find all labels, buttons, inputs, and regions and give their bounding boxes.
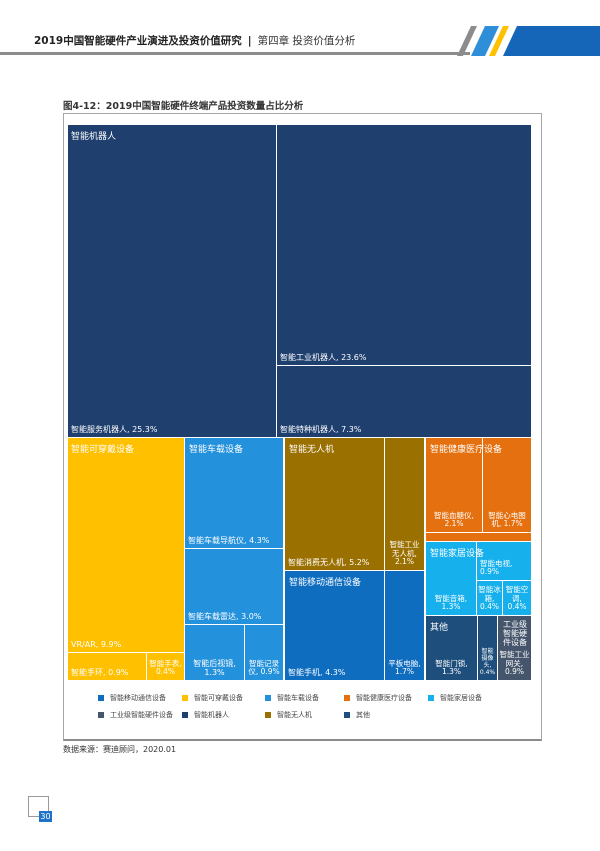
treemap-tile: 平板电脑, 1.7% bbox=[385, 571, 425, 681]
treemap-tile: 智能特种机器人, 7.3% bbox=[277, 366, 532, 438]
treemap-tile: 智能工业网关, 0.9% bbox=[498, 616, 532, 681]
legend-item: 智能无人机 bbox=[265, 710, 312, 720]
tile-label: 智能车载雷达, 3.0% bbox=[188, 611, 262, 621]
group-label: 智能可穿戴设备 bbox=[71, 445, 135, 455]
tile-label: 智能工业无人机, 2.1% bbox=[389, 540, 420, 567]
legend-swatch bbox=[265, 712, 271, 718]
legend-label: 智能移动通信设备 bbox=[110, 694, 166, 702]
page-number-box bbox=[28, 796, 49, 817]
tile-label: 智能心电图机, 1.7% bbox=[488, 510, 526, 529]
group-label: 工业级智能硬件设备 bbox=[503, 620, 527, 648]
tile-label: 智能手表, 0.4% bbox=[149, 658, 182, 677]
treemap-tile: 智能记录仪, 0.9% bbox=[245, 625, 284, 681]
treemap-tile: 智能手环, 0.9% bbox=[68, 653, 147, 681]
report-title: 2019中国智能硬件产业演进及投资价值研究 bbox=[34, 35, 242, 47]
legend-swatch bbox=[428, 695, 434, 701]
legend-item: 智能机器人 bbox=[182, 710, 229, 720]
tile-label: 智能手环, 0.9% bbox=[71, 667, 129, 677]
tile-label: 智能车载导航仪, 4.3% bbox=[188, 535, 270, 545]
tile-label: 智能音箱, 1.3% bbox=[434, 593, 468, 612]
header-stripes-decoration bbox=[457, 26, 600, 56]
treemap-tile: 智能电视, 0.9% bbox=[477, 542, 532, 581]
treemap-tile: 智能音箱, 1.3% bbox=[426, 542, 477, 616]
legend-swatch bbox=[182, 712, 188, 718]
tile-label: 智能摄像头, 0.4% bbox=[479, 648, 496, 677]
tile-label: 智能手机, 4.3% bbox=[288, 667, 346, 677]
tile-label: 智能血糖仪, 2.1% bbox=[434, 510, 474, 529]
legend-item: 智能可穿戴设备 bbox=[182, 693, 243, 703]
treemap-tile: 智能消费无人机, 5.2% bbox=[285, 438, 385, 571]
treemap-tile: 智能车载雷达, 3.0% bbox=[185, 549, 284, 625]
treemap-tile: 智能手机, 4.3% bbox=[285, 571, 385, 681]
legend-item: 智能健康医疗设备 bbox=[344, 693, 412, 703]
legend-item: 智能家居设备 bbox=[428, 693, 482, 703]
legend-label: 智能可穿戴设备 bbox=[194, 694, 243, 702]
tile-label: VR/AR, 9.9% bbox=[71, 639, 122, 649]
tile-label: 智能特种机器人, 7.3% bbox=[280, 424, 362, 434]
group-label: 智能机器人 bbox=[71, 132, 117, 142]
group-label: 智能车载设备 bbox=[189, 445, 244, 455]
treemap-tile: 智能工业机器人, 23.6% bbox=[277, 125, 532, 366]
legend-swatch bbox=[98, 695, 104, 701]
chart-frame bbox=[63, 113, 542, 741]
page-number: 30 bbox=[39, 811, 52, 822]
legend-label: 智能健康医疗设备 bbox=[356, 694, 412, 702]
legend-swatch bbox=[344, 712, 350, 718]
group-label: 智能无人机 bbox=[289, 445, 335, 455]
legend-item: 智能车载设备 bbox=[265, 693, 319, 703]
legend-item: 智能移动通信设备 bbox=[98, 693, 166, 703]
treemap-tile: 智能手表, 0.4% bbox=[147, 653, 185, 681]
chapter-title: 第四章 投资价值分析 bbox=[257, 35, 356, 47]
legend-label: 智能无人机 bbox=[277, 711, 312, 719]
treemap-tile: 智能摄像头, 0.4% bbox=[478, 616, 498, 681]
treemap-tile: 智能服务机器人, 25.3% bbox=[68, 125, 277, 438]
legend-swatch bbox=[98, 712, 104, 718]
legend-label: 工业级智能硬件设备 bbox=[110, 711, 173, 719]
treemap-tile bbox=[426, 533, 532, 542]
data-source: 数据来源：赛迪顾问，2020.01 bbox=[63, 745, 177, 754]
tile-label: 智能门锁, 1.3% bbox=[435, 658, 468, 677]
treemap-tile: 智能车载导航仪, 4.3% bbox=[185, 438, 284, 549]
treemap-tile: 智能冰箱, 0.4% bbox=[477, 581, 503, 616]
treemap-tile: 智能心电图机, 1.7% bbox=[483, 438, 532, 533]
treemap-tile: 智能后视镜, 1.3% bbox=[185, 625, 245, 681]
tile-label: 智能服务机器人, 25.3% bbox=[71, 424, 158, 434]
legend-item: 其他 bbox=[344, 710, 370, 720]
treemap-tile: 智能血糖仪, 2.1% bbox=[426, 438, 483, 533]
group-label: 智能移动通信设备 bbox=[289, 578, 362, 588]
header-rule bbox=[0, 52, 470, 55]
tile-label: 平板电脑, 1.7% bbox=[388, 658, 421, 677]
tile-label: 智能后视镜, 1.3% bbox=[193, 658, 236, 677]
legend-label: 其他 bbox=[356, 711, 370, 719]
legend-item: 工业级智能硬件设备 bbox=[98, 710, 173, 720]
treemap-tile: 智能门锁, 1.3% bbox=[426, 616, 478, 681]
treemap-tile: 智能空调, 0.4% bbox=[503, 581, 532, 616]
group-label: 智能家居设备 bbox=[430, 549, 485, 559]
tile-label: 智能电视, 0.9% bbox=[480, 558, 513, 577]
figure-title: 图4-12：2019中国智能硬件终端产品投资数量占比分析 bbox=[63, 101, 304, 112]
tile-label: 智能消费无人机, 5.2% bbox=[288, 557, 370, 567]
legend-label: 智能机器人 bbox=[194, 711, 229, 719]
tile-label: 智能工业网关, 0.9% bbox=[499, 650, 530, 677]
legend-swatch bbox=[182, 695, 188, 701]
report-header: 2019中国智能硬件产业演进及投资价值研究 | 第四章 投资价值分析 bbox=[34, 33, 355, 48]
tile-label: 智能冰箱, 0.4% bbox=[478, 585, 501, 612]
legend-swatch bbox=[344, 695, 350, 701]
treemap-tile: 智能工业无人机, 2.1% bbox=[385, 438, 425, 571]
tile-label: 智能空调, 0.4% bbox=[505, 585, 529, 612]
treemap-tile: VR/AR, 9.9% bbox=[68, 438, 185, 653]
tile-label: 智能工业机器人, 23.6% bbox=[280, 352, 367, 362]
header-separator: | bbox=[247, 35, 252, 47]
legend-swatch bbox=[265, 695, 271, 701]
group-label: 智能健康医疗设备 bbox=[430, 445, 503, 455]
legend-label: 智能家居设备 bbox=[440, 694, 482, 702]
group-label: 其他 bbox=[430, 623, 449, 633]
legend-label: 智能车载设备 bbox=[277, 694, 319, 702]
tile-label: 智能记录仪, 0.9% bbox=[248, 658, 280, 677]
